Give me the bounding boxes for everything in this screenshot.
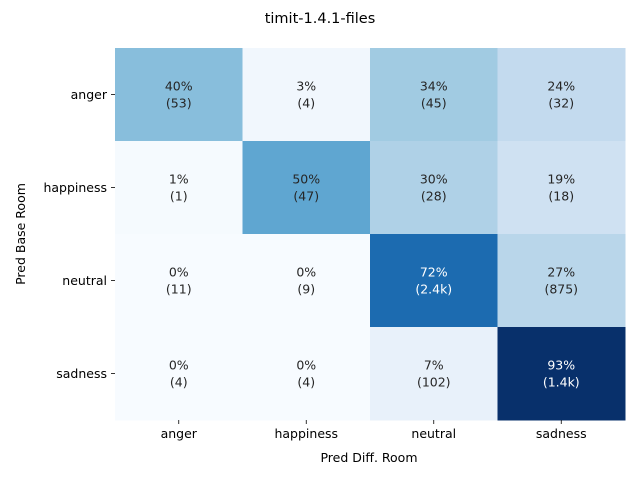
cell-count-label: (11) <box>166 282 192 297</box>
cell-percent-label: 0% <box>169 358 189 373</box>
cell-count-label: (4) <box>170 375 188 390</box>
y-axis-label: Pred Base Room <box>13 183 28 285</box>
cell-count-label: (1) <box>170 189 188 204</box>
cell-percent-label: 27% <box>547 265 575 280</box>
cell-percent-label: 40% <box>165 79 193 94</box>
y-tick-label: sadness <box>56 366 107 381</box>
cell-count-label: (32) <box>548 96 574 111</box>
cell-count-label: (4) <box>297 96 315 111</box>
cell-percent-label: 50% <box>292 172 320 187</box>
x-axis: anger happiness neutral sadness <box>161 420 587 441</box>
x-tick-label: sadness <box>536 426 587 441</box>
cell-count-label: (875) <box>544 282 578 297</box>
cell-count-label: (53) <box>166 96 192 111</box>
cell-percent-label: 93% <box>547 358 575 373</box>
cell-percent-label: 34% <box>420 79 448 94</box>
cell-percent-label: 7% <box>424 358 444 373</box>
cell-percent-label: 0% <box>296 265 316 280</box>
cell-count-label: (102) <box>417 375 451 390</box>
cell-percent-label: 3% <box>296 79 316 94</box>
cell-percent-label: 24% <box>547 79 575 94</box>
y-tick-label: neutral <box>62 273 107 288</box>
cell-percent-label: 0% <box>296 358 316 373</box>
cell-count-label: (47) <box>293 189 319 204</box>
cell-percent-label: 30% <box>420 172 448 187</box>
heatmap-cells: 40% (53) 3% (4) 34% (45) 24% (32) 1% (1) 50% (47) 30… <box>115 48 626 421</box>
cell-percent-label: 19% <box>547 172 575 187</box>
chart-title: timit-1.4.1-files <box>265 11 376 27</box>
x-axis-label: Pred Diff. Room <box>320 450 417 465</box>
cell-percent-label: 0% <box>169 265 189 280</box>
cell-count-label: (18) <box>548 189 574 204</box>
x-tick-label: anger <box>161 426 198 441</box>
y-tick-label: anger <box>71 87 108 102</box>
y-tick-label: happiness <box>43 180 107 195</box>
cell-count-label: (45) <box>421 96 447 111</box>
cell-percent-label: 72% <box>420 265 448 280</box>
y-axis: anger happiness neutral sadness <box>43 87 115 381</box>
cell-count-label: (1.4k) <box>543 375 580 390</box>
x-tick-label: happiness <box>274 426 338 441</box>
x-tick-label: neutral <box>411 426 456 441</box>
cell-count-label: (2.4k) <box>415 282 452 297</box>
cell-count-label: (28) <box>421 189 447 204</box>
cell-percent-label: 1% <box>169 172 189 187</box>
cell-count-label: (9) <box>297 282 315 297</box>
cell-count-label: (4) <box>297 375 315 390</box>
